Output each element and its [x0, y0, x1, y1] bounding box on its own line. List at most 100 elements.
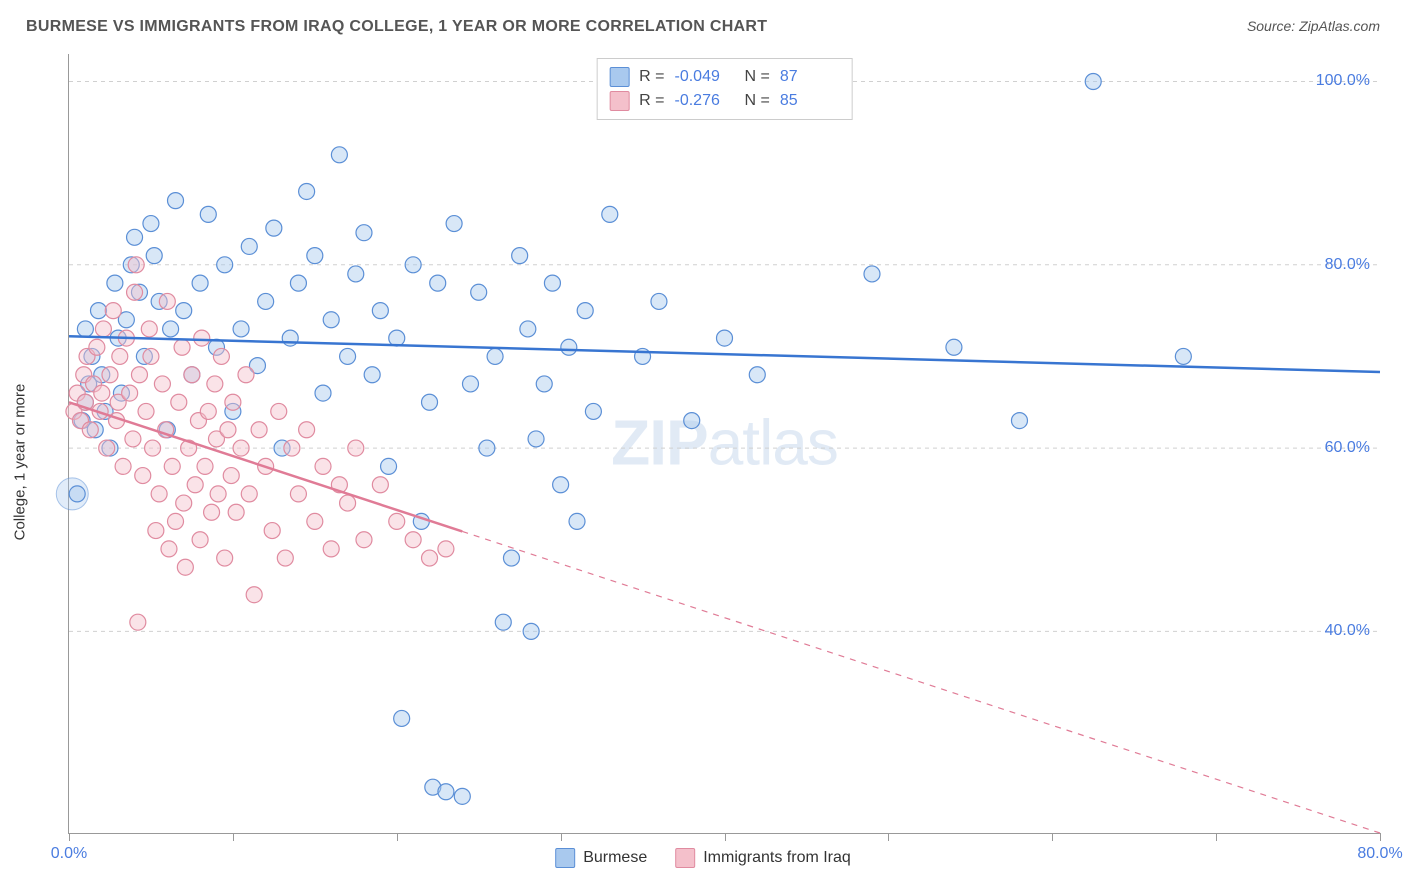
scatter-point-iraq — [405, 532, 421, 548]
scatter-point-iraq — [184, 367, 200, 383]
scatter-point-iraq — [82, 422, 98, 438]
stats-row-burmese: R = -0.049 N = 87 — [609, 65, 840, 89]
scatter-point-burmese — [523, 623, 539, 639]
scatter-point-burmese — [290, 275, 306, 291]
scatter-point-burmese — [307, 248, 323, 264]
legend-item-burmese: Burmese — [555, 848, 647, 868]
scatter-point-burmese — [266, 220, 282, 236]
scatter-point-burmese — [90, 303, 106, 319]
r-value-iraq: -0.276 — [675, 92, 735, 110]
scatter-point-iraq — [154, 376, 170, 392]
y-tick-label: 100.0% — [1316, 72, 1370, 90]
scatter-point-iraq — [192, 532, 208, 548]
scatter-point-iraq — [102, 367, 118, 383]
scatter-point-burmese — [146, 248, 162, 264]
y-tick-label: 40.0% — [1325, 622, 1370, 640]
scatter-point-burmese — [340, 348, 356, 364]
scatter-point-burmese — [258, 293, 274, 309]
scatter-point-burmese — [200, 206, 216, 222]
scatter-point-iraq — [220, 422, 236, 438]
scatter-point-burmese — [528, 431, 544, 447]
scatter-point-iraq — [251, 422, 267, 438]
scatter-point-iraq — [143, 348, 159, 364]
scatter-point-iraq — [228, 504, 244, 520]
scatter-point-iraq — [187, 477, 203, 493]
scatter-point-iraq — [171, 394, 187, 410]
n-label: N = — [745, 92, 770, 110]
n-value-burmese: 87 — [780, 68, 840, 86]
x-tick — [1052, 833, 1053, 841]
r-label: R = — [639, 92, 664, 110]
scatter-point-iraq — [145, 440, 161, 456]
scatter-point-iraq — [348, 440, 364, 456]
scatter-point-burmese — [577, 303, 593, 319]
y-tick-label: 80.0% — [1325, 256, 1370, 274]
scatter-point-burmese — [356, 225, 372, 241]
scatter-point-iraq — [277, 550, 293, 566]
scatter-point-iraq — [238, 367, 254, 383]
scatter-point-burmese — [241, 238, 257, 254]
scatter-point-iraq — [422, 550, 438, 566]
x-tick-label: 80.0% — [1357, 845, 1402, 863]
scatter-point-iraq — [194, 330, 210, 346]
x-tick — [888, 833, 889, 841]
scatter-point-burmese — [454, 788, 470, 804]
scatter-point-burmese — [143, 216, 159, 232]
r-value-burmese: -0.049 — [675, 68, 735, 86]
y-tick-label: 60.0% — [1325, 439, 1370, 457]
scatter-point-iraq — [323, 541, 339, 557]
scatter-point-iraq — [138, 403, 154, 419]
scatter-point-burmese — [176, 303, 192, 319]
x-tick — [397, 833, 398, 841]
legend-label-iraq: Immigrants from Iraq — [703, 849, 851, 867]
bottom-legend: Burmese Immigrants from Iraq — [555, 848, 851, 868]
scatter-point-burmese — [422, 394, 438, 410]
scatter-point-burmese — [77, 321, 93, 337]
scatter-point-burmese — [331, 147, 347, 163]
scatter-point-iraq — [161, 541, 177, 557]
scatter-point-iraq — [131, 367, 147, 383]
scatter-point-iraq — [130, 614, 146, 630]
scatter-point-burmese — [127, 229, 143, 245]
scatter-point-iraq — [241, 486, 257, 502]
scatter-point-iraq — [128, 257, 144, 273]
scatter-point-burmese — [217, 257, 233, 273]
scatter-point-burmese — [405, 257, 421, 273]
scatter-point-burmese — [430, 275, 446, 291]
y-axis-label: College, 1 year or more — [12, 384, 29, 541]
scatter-point-iraq — [122, 385, 138, 401]
scatter-point-burmese — [495, 614, 511, 630]
scatter-point-burmese — [717, 330, 733, 346]
scatter-point-burmese — [323, 312, 339, 328]
scatter-point-burmese — [438, 784, 454, 800]
scatter-point-iraq — [271, 403, 287, 419]
scatter-point-burmese — [1175, 348, 1191, 364]
scatter-point-iraq — [99, 440, 115, 456]
scatter-point-burmese — [394, 710, 410, 726]
scatter-point-iraq — [340, 495, 356, 511]
scatter-point-iraq — [125, 431, 141, 447]
scatter-point-burmese — [192, 275, 208, 291]
plot-area: ZIPatlas R = -0.049 N = 87 R = -0.276 N … — [68, 54, 1380, 834]
scatter-point-burmese — [553, 477, 569, 493]
x-tick — [561, 833, 562, 841]
x-tick — [1380, 833, 1381, 841]
scatter-point-iraq — [356, 532, 372, 548]
scatter-point-burmese — [69, 486, 85, 502]
scatter-point-iraq — [207, 376, 223, 392]
scatter-point-burmese — [544, 275, 560, 291]
scatter-point-iraq — [315, 458, 331, 474]
scatter-point-iraq — [127, 284, 143, 300]
scatter-point-burmese — [520, 321, 536, 337]
source-label: Source: ZipAtlas.com — [1247, 18, 1380, 34]
scatter-point-iraq — [141, 321, 157, 337]
scatter-point-burmese — [749, 367, 765, 383]
scatter-point-burmese — [364, 367, 380, 383]
scatter-point-burmese — [684, 413, 700, 429]
swatch-iraq — [609, 91, 629, 111]
scatter-point-iraq — [372, 477, 388, 493]
scatter-point-burmese — [487, 348, 503, 364]
scatter-point-iraq — [225, 394, 241, 410]
scatter-point-burmese — [503, 550, 519, 566]
scatter-point-iraq — [307, 513, 323, 529]
